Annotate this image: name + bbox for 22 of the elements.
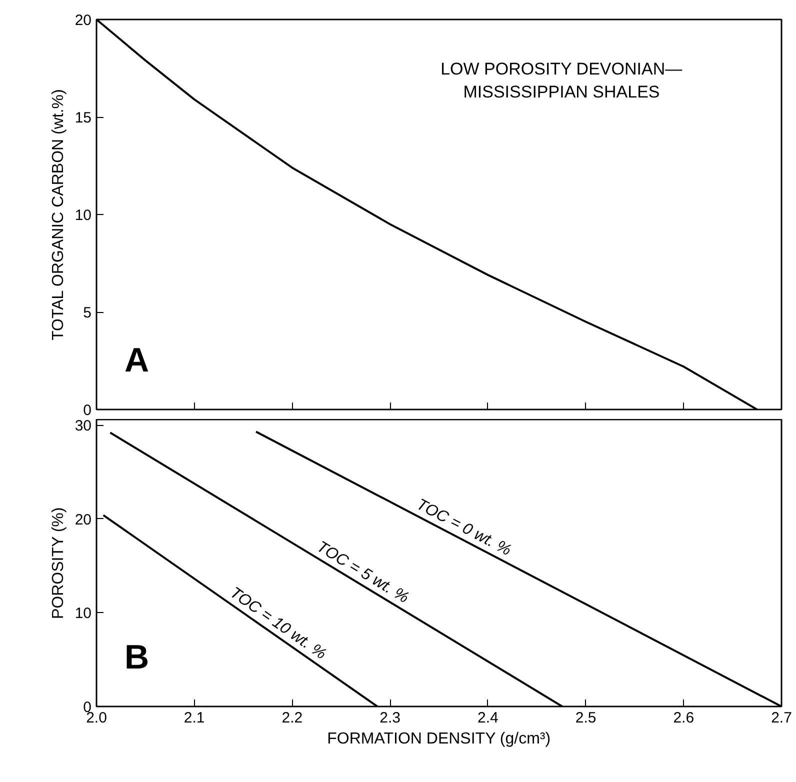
- x-tick-label: 2.7: [771, 710, 792, 726]
- y-tick-label: 20: [74, 12, 92, 29]
- x-axis-title: FORMATION DENSITY (g/cm³): [327, 730, 551, 748]
- y-tick-label: 30: [74, 418, 92, 435]
- y-axis-title: POROSITY (%): [50, 507, 67, 620]
- x-tick-label: 2.4: [478, 710, 498, 726]
- annotation: A: [124, 342, 150, 380]
- x-tick-label: 2.6: [673, 710, 694, 726]
- y-tick-label: 10: [74, 605, 92, 622]
- x-tick-label: 2.5: [575, 710, 596, 726]
- x-tick-label: 2.3: [380, 710, 401, 726]
- x-tick-label: 2.1: [184, 710, 205, 726]
- y-tick-label: 10: [74, 207, 92, 224]
- y-tick-label: 0: [83, 402, 92, 419]
- text: TOC = 0 wt. %: [414, 496, 514, 560]
- y-axis-title: TOTAL ORGANIC CARBON (wt.%): [50, 89, 67, 340]
- annotation: B: [124, 638, 150, 676]
- x-tick-label: 2.2: [282, 710, 303, 726]
- annotation: LOW POROSITY DEVONIAN— MISSISSIPPIAN SHALES: [440, 60, 682, 102]
- y-tick-label: 15: [74, 110, 92, 126]
- y-tick-label: 5: [83, 304, 92, 322]
- y-tick-label: 20: [74, 511, 92, 528]
